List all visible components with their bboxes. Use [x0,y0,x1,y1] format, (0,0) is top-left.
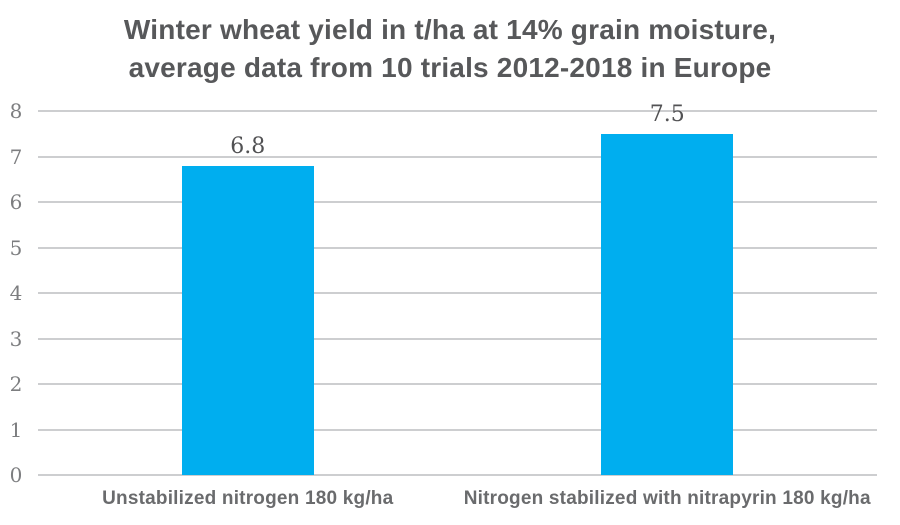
gridline-4 [38,292,877,294]
gridline-2 [38,383,877,385]
x-category-label: Nitrogen stabilized with nitrapyrin 180 … [463,488,871,509]
y-tick-label: 1 [9,417,23,442]
y-tick-label: 2 [9,372,23,396]
y-tick-label: 6 [9,190,23,214]
y-tick-label: 3 [9,326,23,351]
y-tick-label: 4 [9,281,23,305]
chart-title-line-2: average data from 10 trials 2012-2018 in… [128,52,772,83]
gridline-0 [38,474,877,476]
gridline-3 [38,337,877,340]
x-category-label: Unstabilized nitrogen 180 kg/ha [102,488,394,509]
y-tick-label: 0 [9,463,23,487]
chart-title-line-1: Winter wheat yield in t/ha at 14% grain … [123,14,777,45]
y-tick-label: 7 [9,144,23,169]
y-tick-label: 5 [9,235,23,260]
chart-title: Winter wheat yield in t/ha at 14% grain … [0,11,900,87]
gridline-7 [38,155,877,158]
plot-area: 6.8 7.5 [38,103,877,476]
bar [601,133,734,475]
bar-value-label: 6.8 [230,133,266,159]
gridline-8 [38,110,877,112]
gridline-6 [38,201,877,203]
y-tick-label: 8 [9,99,23,123]
gridline-1 [38,428,877,431]
gridline-5 [38,246,877,249]
bar [181,165,314,475]
bar-value-label: 7.5 [649,101,685,127]
